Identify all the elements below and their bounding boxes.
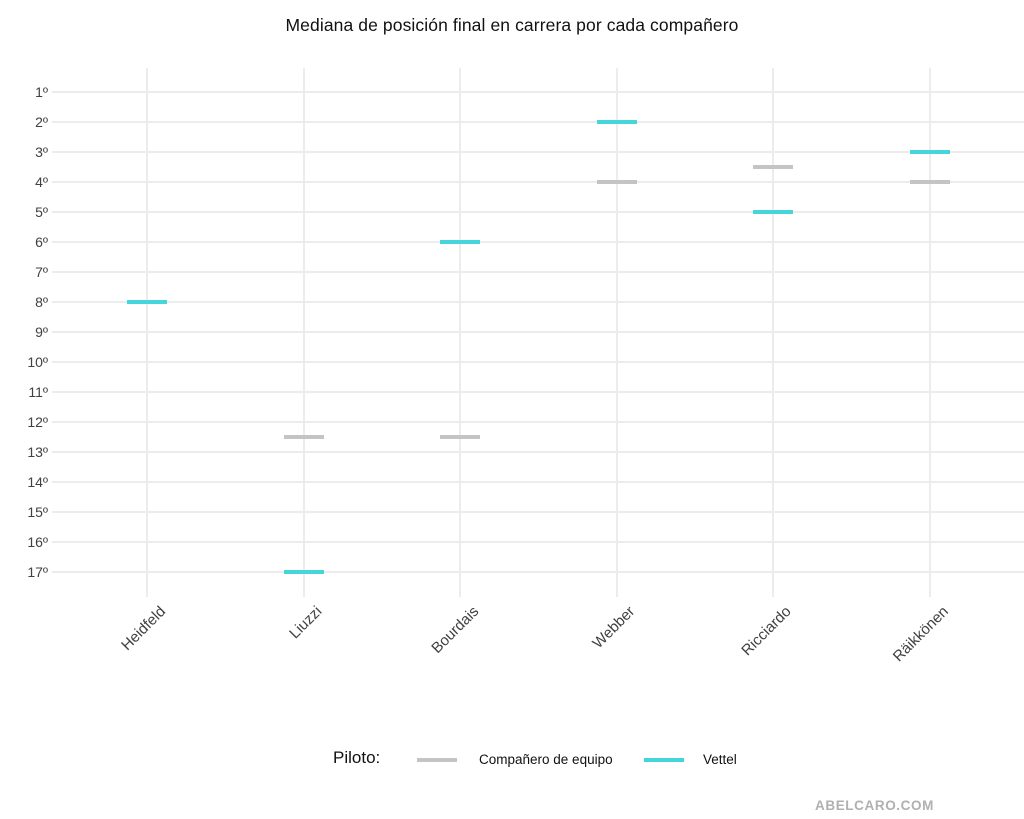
data-dash-teammate — [753, 165, 793, 169]
y-axis-tick-label: 9º — [35, 324, 48, 340]
h-gridline — [52, 421, 1024, 423]
h-gridline — [52, 91, 1024, 93]
y-axis-tick-label: 14º — [27, 474, 48, 490]
y-axis-tick-label: 8º — [35, 294, 48, 310]
h-gridline — [52, 541, 1024, 543]
h-gridline — [52, 361, 1024, 363]
data-dash-vettel — [283, 570, 324, 574]
h-gridline — [52, 451, 1024, 453]
legend-label-teammate: Compañero de equipo — [479, 752, 613, 767]
data-dash-vettel — [440, 240, 480, 244]
y-axis-tick-label: 5º — [35, 204, 48, 220]
h-gridline — [52, 301, 1024, 303]
y-axis-tick-label: 12º — [27, 414, 48, 430]
legend-title: Piloto: — [333, 748, 381, 767]
v-gridline — [772, 68, 774, 597]
y-axis-tick-label: 16º — [27, 534, 48, 550]
h-gridline — [52, 271, 1024, 273]
v-gridline — [146, 68, 148, 597]
h-gridline — [52, 331, 1024, 333]
y-axis-tick-label: 3º — [35, 144, 48, 160]
h-gridline — [52, 181, 1024, 183]
y-axis-tick-label: 2º — [35, 114, 48, 130]
data-dash-vettel — [127, 300, 167, 304]
chart-title: Mediana de posición final en carrera por… — [285, 15, 739, 35]
h-gridline — [52, 511, 1024, 513]
data-dash-vettel — [909, 150, 950, 154]
v-gridline — [928, 68, 931, 597]
data-dash-teammate — [596, 180, 637, 184]
y-axis-tick-label: 17º — [27, 564, 48, 580]
x-axis-category-label: Räikkönen — [740, 603, 951, 665]
y-axis-tick-label: 7º — [35, 264, 48, 280]
data-dash-vettel — [753, 210, 793, 214]
data-dash-vettel — [596, 120, 637, 124]
h-gridline — [52, 241, 1024, 243]
h-gridline — [52, 211, 1024, 213]
h-gridline — [52, 391, 1024, 393]
h-gridline — [52, 571, 1024, 573]
h-gridline — [52, 151, 1024, 153]
y-axis-tick-label: 15º — [27, 504, 48, 520]
x-axis-category-text: Räikkönen — [889, 603, 952, 666]
data-dash-teammate — [283, 435, 324, 439]
watermark: ABELCARO.COM — [815, 798, 934, 813]
v-gridline — [615, 68, 618, 597]
v-gridline — [302, 68, 305, 597]
y-axis-tick-label: 10º — [27, 354, 48, 370]
y-axis-tick-label: 13º — [27, 444, 48, 460]
y-axis-tick-label: 4º — [35, 174, 48, 190]
v-gridline — [459, 68, 461, 597]
legend-swatch-teammate — [417, 758, 457, 762]
legend-swatch-vettel — [644, 758, 684, 762]
data-dash-teammate — [909, 180, 950, 184]
data-dash-teammate — [440, 435, 480, 439]
y-axis-tick-label: 11º — [28, 384, 48, 400]
h-gridline — [52, 121, 1024, 123]
h-gridline — [52, 481, 1024, 483]
y-axis-tick-label: 6º — [35, 234, 48, 250]
legend-label-vettel: Vettel — [703, 752, 737, 767]
y-axis-tick-label: 1º — [35, 84, 48, 100]
